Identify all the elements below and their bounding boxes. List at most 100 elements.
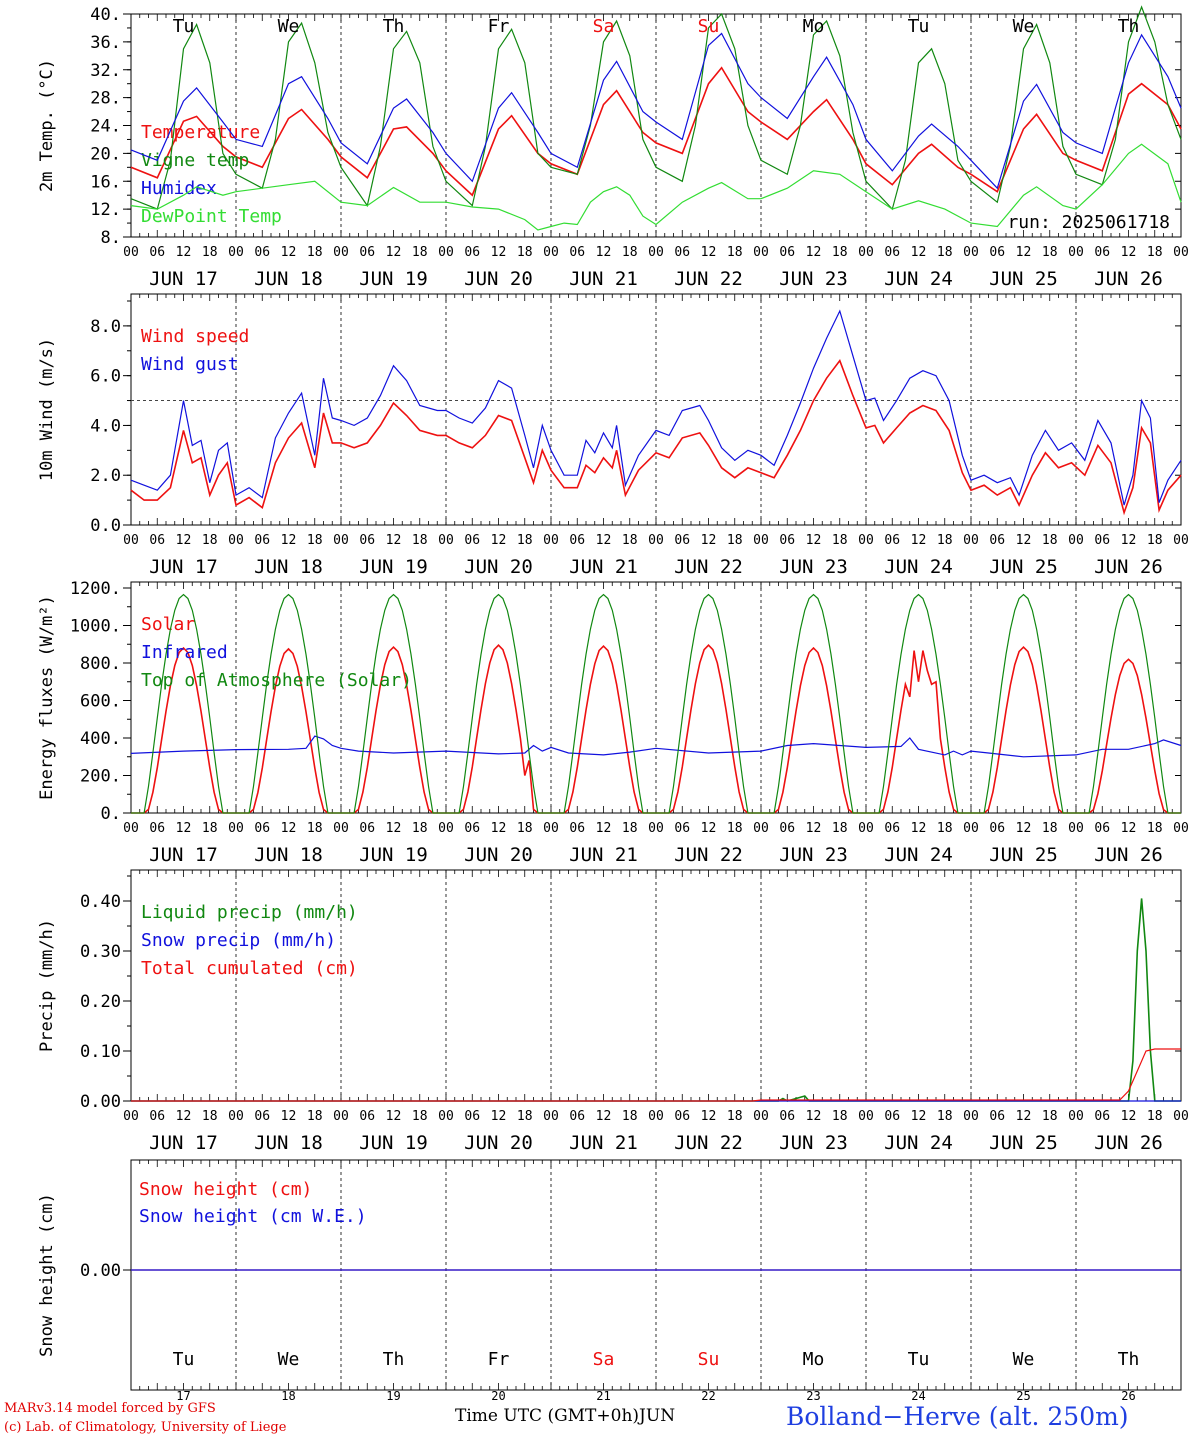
hour-label: 12: [1016, 821, 1032, 836]
hour-label: 18: [622, 245, 638, 260]
legend-liquid-precip-mm-h-: Liquid precip (mm/h): [141, 902, 358, 923]
legend-vigne-temp: Vigne temp: [141, 150, 249, 171]
hour-label: 18: [727, 533, 743, 548]
series-line-humidex: [130, 32, 1182, 190]
hour-label: 18: [1147, 533, 1163, 548]
y-tick-label: 8.0: [90, 317, 121, 337]
date-label: JUN 17: [149, 268, 218, 290]
y-axis-label: Snow height (cm): [37, 1193, 57, 1357]
hour-label: 00: [753, 245, 769, 260]
date-label: JUN 24: [884, 556, 953, 578]
hour-label: 00: [543, 245, 559, 260]
date-label: JUN 17: [149, 556, 218, 578]
y-tick-label: 16.: [90, 172, 121, 192]
y-tick-label: 0.00: [80, 1092, 121, 1112]
hour-label: 06: [569, 1109, 585, 1124]
hour-label: 18: [937, 533, 953, 548]
weekday-label-bottom: We: [278, 1349, 300, 1370]
date-label: JUN 17: [149, 1132, 218, 1154]
hour-label: 00: [333, 533, 349, 548]
hour-label: 06: [359, 821, 375, 836]
hour-label: 12: [1121, 1109, 1137, 1124]
hour-label: 06: [884, 533, 900, 548]
hour-label: 18: [1042, 245, 1058, 260]
hour-label: 18: [622, 1109, 638, 1124]
day-number-label: 19: [386, 1389, 400, 1403]
y-tick-label: 0.0: [90, 516, 121, 536]
weekday-label-top: Th: [1118, 16, 1140, 37]
y-tick-label: 200.: [80, 767, 121, 787]
day-number-label: 17: [176, 1389, 190, 1403]
legend-snow-height-cm-: Snow height (cm): [139, 1179, 312, 1200]
hour-label: 06: [674, 821, 690, 836]
hour-label: 18: [832, 533, 848, 548]
series-line-top-of-atmosphere-solar-: [131, 593, 1181, 814]
y-tick-label: 36.: [90, 33, 121, 53]
hour-label: 00: [1068, 821, 1084, 836]
hour-label: 12: [281, 1109, 297, 1124]
hour-label: 06: [254, 821, 270, 836]
hour-label: 06: [464, 1109, 480, 1124]
weekday-label-bottom: Th: [1118, 1349, 1140, 1370]
hour-label: 00: [858, 1109, 874, 1124]
legend-wind-speed: Wind speed: [141, 326, 249, 347]
date-label: JUN 19: [359, 1132, 428, 1154]
y-axis-label: Precip (mm/h): [37, 919, 57, 1052]
hour-label: 06: [779, 1109, 795, 1124]
station-name: Bolland−Herve (alt. 250m): [786, 1402, 1129, 1431]
hour-label: 18: [832, 1109, 848, 1124]
y-tick-label: 8.: [101, 228, 121, 248]
date-label: JUN 26: [1094, 844, 1163, 866]
date-label: JUN 22: [674, 268, 743, 290]
day-number-label: 23: [806, 1389, 820, 1403]
hour-label: 06: [674, 1109, 690, 1124]
hour-label: 00: [648, 533, 664, 548]
y-tick-label: 0.00: [80, 1261, 121, 1281]
hour-label: 12: [1016, 1109, 1032, 1124]
date-label: JUN 17: [149, 844, 218, 866]
hour-label: 12: [596, 245, 612, 260]
hour-label: 06: [149, 1109, 165, 1124]
hour-label: 06: [569, 245, 585, 260]
date-label: JUN 21: [569, 1132, 638, 1154]
hour-label: 12: [1121, 245, 1137, 260]
hour-label: 18: [1042, 1109, 1058, 1124]
date-label: JUN 19: [359, 844, 428, 866]
date-label: JUN 21: [569, 556, 638, 578]
hour-label: 00: [1068, 245, 1084, 260]
weekday-label-bottom: Tu: [908, 1349, 930, 1370]
hour-label: 06: [779, 245, 795, 260]
hour-label: 06: [674, 533, 690, 548]
hour-label: 06: [884, 1109, 900, 1124]
y-tick-label: 1000.: [70, 617, 121, 637]
y-tick-label: 0.: [101, 804, 121, 824]
date-label: JUN 25: [989, 844, 1058, 866]
series-line-temperature: [130, 66, 1182, 197]
series-line-infrared: [130, 735, 1182, 758]
hour-label: 06: [1094, 533, 1110, 548]
date-label: JUN 18: [254, 268, 323, 290]
date-label: JUN 21: [569, 844, 638, 866]
day-number-label: 25: [1016, 1389, 1030, 1403]
hour-label: 00: [1068, 1109, 1084, 1124]
x-axis-title-text: Time UTC (GMT+0h): [455, 1406, 640, 1426]
hour-label: 00: [1173, 245, 1189, 260]
weekday-label-top: Sa: [593, 16, 615, 37]
y-tick-label: 32.: [90, 61, 121, 81]
hour-label: 18: [307, 533, 323, 548]
date-label: JUN 24: [884, 268, 953, 290]
y-tick-label: 28.: [90, 89, 121, 109]
hour-label: 12: [701, 1109, 717, 1124]
weekday-label-bottom: Mo: [803, 1349, 825, 1370]
lab-credit: (c) Lab. of Climatology, University of L…: [4, 1420, 287, 1435]
hour-label: 12: [911, 245, 927, 260]
weekday-label-top: Tu: [908, 16, 930, 37]
hour-label: 12: [491, 533, 507, 548]
series-line-liquid-precip-mm-h-: [131, 898, 1181, 1102]
x-axis-month: JUN: [639, 1406, 676, 1426]
hour-label: 18: [202, 533, 218, 548]
hour-label: 00: [858, 245, 874, 260]
hour-label: 06: [569, 533, 585, 548]
hour-label: 00: [333, 245, 349, 260]
hour-label: 06: [359, 245, 375, 260]
